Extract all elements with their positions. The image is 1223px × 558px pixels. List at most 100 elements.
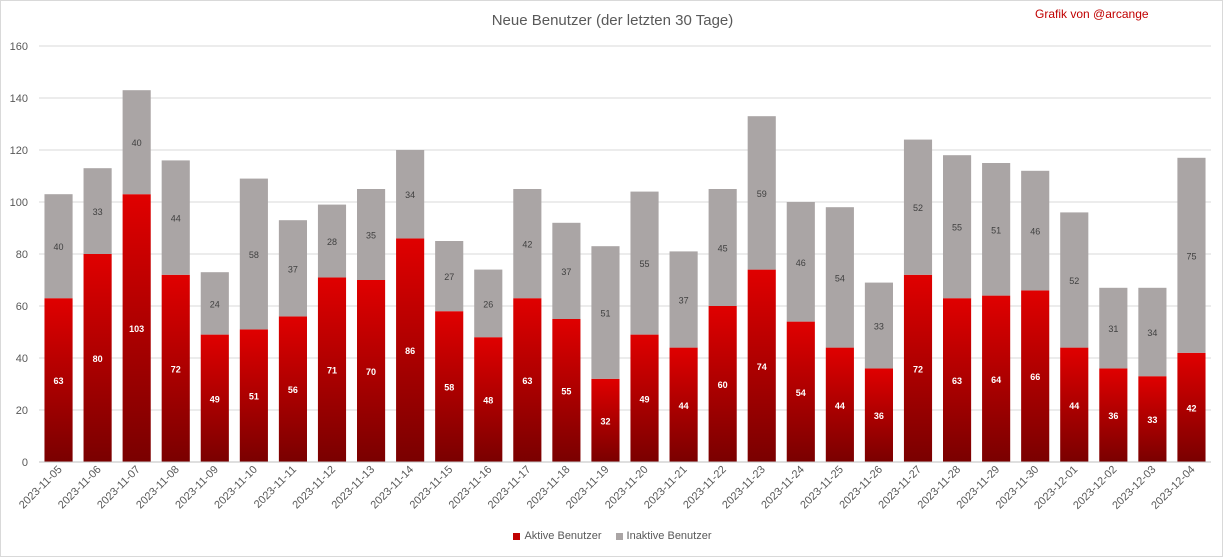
bar-active bbox=[357, 280, 386, 462]
data-label-active: 33 bbox=[1147, 415, 1157, 425]
data-label-inactive: 58 bbox=[249, 250, 259, 260]
data-label-active: 54 bbox=[796, 388, 806, 398]
bar-active bbox=[825, 347, 854, 462]
y-tick-label: 40 bbox=[16, 353, 28, 365]
bar-inactive bbox=[122, 90, 151, 195]
bar-active bbox=[747, 269, 776, 462]
chart-legend: Aktive Benutzer Inaktive Benutzer bbox=[1, 530, 1223, 542]
bar-active bbox=[903, 274, 933, 462]
data-label-inactive: 27 bbox=[444, 272, 454, 282]
data-label-inactive: 42 bbox=[522, 240, 532, 250]
data-label-inactive: 46 bbox=[1030, 227, 1040, 237]
bar-active bbox=[1138, 376, 1167, 462]
legend-label-inactive: Inaktive Benutzer bbox=[626, 530, 712, 542]
data-label-active: 66 bbox=[1030, 372, 1040, 382]
bar-inactive bbox=[1138, 287, 1167, 377]
bar-active bbox=[278, 316, 307, 462]
bar-inactive bbox=[825, 207, 854, 348]
data-label-inactive: 51 bbox=[600, 309, 610, 319]
bar-inactive bbox=[982, 163, 1011, 296]
y-tick-label: 120 bbox=[10, 145, 28, 157]
bar-active bbox=[786, 321, 815, 462]
y-tick-label: 20 bbox=[16, 405, 28, 417]
data-label-inactive: 46 bbox=[796, 258, 806, 268]
legend-swatch-inactive bbox=[615, 532, 623, 540]
data-label-active: 58 bbox=[444, 383, 454, 393]
bar-inactive bbox=[278, 220, 307, 317]
bar-active bbox=[552, 319, 581, 462]
data-label-inactive: 33 bbox=[93, 207, 103, 217]
data-label-active: 48 bbox=[483, 396, 493, 406]
data-label-active: 63 bbox=[54, 376, 64, 386]
data-label-active: 55 bbox=[561, 387, 571, 397]
bar-active bbox=[44, 298, 73, 462]
bar-active bbox=[708, 306, 737, 462]
bar-active bbox=[239, 329, 268, 462]
data-label-active: 80 bbox=[93, 354, 103, 364]
data-label-inactive: 28 bbox=[327, 237, 337, 247]
bar-active bbox=[1099, 368, 1128, 462]
bar-active bbox=[1177, 352, 1206, 462]
y-tick-label: 80 bbox=[16, 249, 28, 261]
bar-active bbox=[513, 298, 542, 462]
data-label-inactive: 35 bbox=[366, 231, 376, 241]
bar-inactive bbox=[317, 204, 347, 278]
bar-active bbox=[1021, 290, 1050, 462]
data-label-inactive: 52 bbox=[1069, 276, 1079, 286]
data-label-inactive: 59 bbox=[757, 189, 767, 199]
data-label-inactive: 33 bbox=[874, 322, 884, 332]
data-label-inactive: 54 bbox=[835, 273, 845, 283]
bar-active bbox=[317, 277, 347, 462]
data-label-inactive: 37 bbox=[561, 267, 571, 277]
y-tick-label: 160 bbox=[10, 41, 28, 53]
bar-inactive bbox=[630, 191, 659, 335]
bar-active bbox=[630, 334, 659, 462]
bar-active bbox=[669, 347, 698, 462]
data-label-active: 72 bbox=[913, 364, 923, 374]
chart-credit: Grafik von @arcange bbox=[1035, 7, 1149, 21]
bar-inactive bbox=[552, 222, 581, 319]
data-label-inactive: 31 bbox=[1108, 324, 1118, 334]
data-label-active: 42 bbox=[1186, 403, 1196, 413]
bar-inactive bbox=[903, 139, 933, 275]
bar-inactive bbox=[161, 160, 190, 275]
bar-active bbox=[435, 311, 464, 462]
bar-inactive bbox=[474, 269, 503, 338]
data-label-active: 44 bbox=[679, 401, 689, 411]
bar-inactive bbox=[1060, 212, 1089, 348]
data-label-active: 60 bbox=[718, 380, 728, 390]
bar-inactive bbox=[1099, 287, 1128, 369]
data-label-inactive: 75 bbox=[1186, 251, 1196, 261]
bar-active bbox=[474, 337, 503, 462]
data-label-active: 63 bbox=[952, 376, 962, 386]
bar-active bbox=[161, 274, 190, 462]
data-label-inactive: 26 bbox=[483, 299, 493, 309]
bar-inactive bbox=[591, 246, 620, 379]
bar-active bbox=[943, 298, 972, 462]
data-label-inactive: 51 bbox=[991, 225, 1001, 235]
legend-item-inactive: Inaktive Benutzer bbox=[615, 530, 712, 542]
data-label-inactive: 44 bbox=[171, 214, 181, 224]
data-label-inactive: 34 bbox=[405, 190, 415, 200]
bar-inactive bbox=[83, 168, 112, 254]
data-label-active: 74 bbox=[757, 362, 767, 372]
bar-active bbox=[982, 295, 1011, 462]
data-label-active: 49 bbox=[640, 394, 650, 404]
data-label-active: 49 bbox=[210, 394, 220, 404]
data-label-active: 44 bbox=[1069, 401, 1079, 411]
data-label-inactive: 55 bbox=[952, 223, 962, 233]
data-label-active: 36 bbox=[874, 411, 884, 421]
bar-inactive bbox=[864, 282, 893, 369]
bar-active bbox=[200, 334, 229, 462]
y-tick-label: 60 bbox=[16, 301, 28, 313]
data-label-active: 103 bbox=[129, 324, 144, 334]
data-label-inactive: 45 bbox=[718, 244, 728, 254]
bar-inactive bbox=[44, 194, 73, 299]
bar-inactive bbox=[357, 189, 386, 280]
bar-inactive bbox=[708, 189, 737, 306]
data-label-active: 32 bbox=[600, 416, 610, 426]
data-label-inactive: 37 bbox=[288, 264, 298, 274]
bar-inactive bbox=[200, 272, 229, 335]
